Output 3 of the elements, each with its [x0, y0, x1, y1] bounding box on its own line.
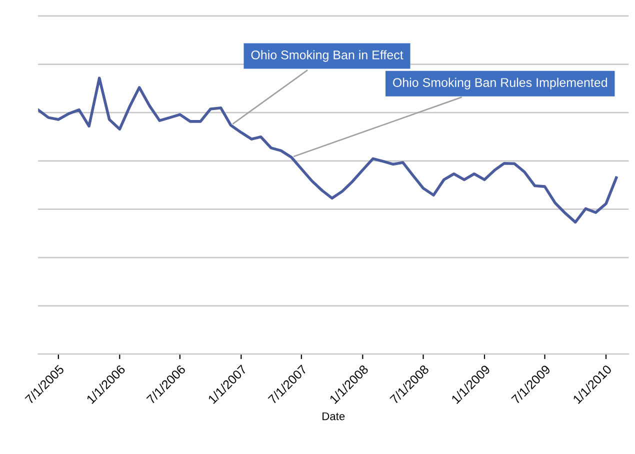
x-axis-title: Date — [322, 412, 345, 420]
annotation: Ohio Smoking Ban in Effect — [251, 50, 404, 62]
annotation: Ohio Smoking Ban Rules Implemented — [393, 78, 608, 90]
